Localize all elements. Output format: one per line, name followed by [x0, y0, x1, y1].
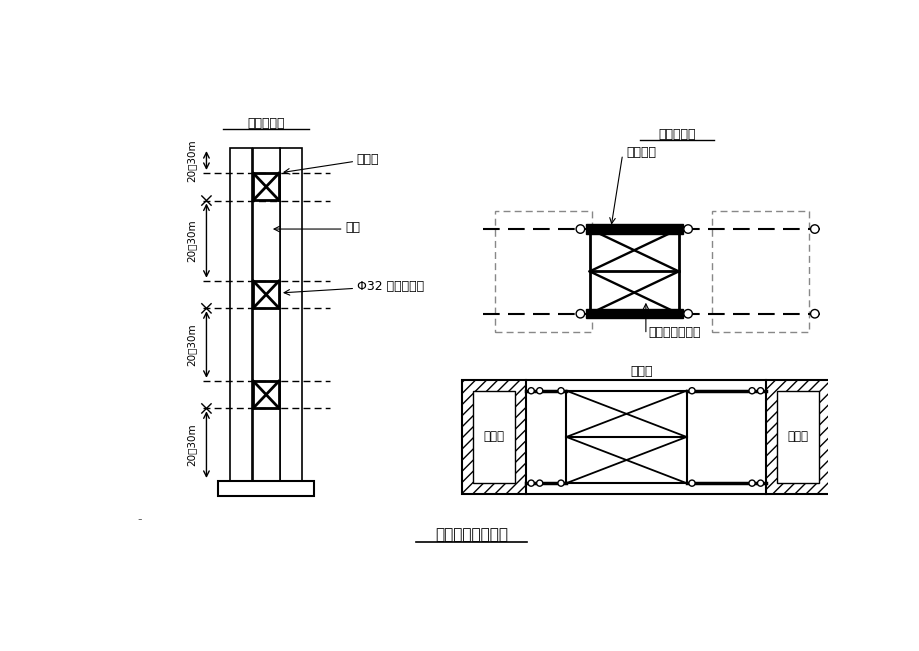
Bar [766, 380, 829, 494]
Text: 20～30m: 20～30m [186, 219, 196, 262]
Bar [472, 391, 515, 483]
Circle shape [810, 309, 818, 318]
Circle shape [575, 309, 584, 318]
Circle shape [683, 309, 692, 318]
Bar [218, 481, 313, 496]
Circle shape [528, 480, 534, 486]
Bar [231, 148, 252, 481]
Text: 俧视图: 俧视图 [630, 365, 652, 378]
Text: 空心墩: 空心墩 [787, 430, 808, 443]
Text: 20～30m: 20～30m [186, 423, 196, 466]
Circle shape [688, 480, 695, 486]
Circle shape [756, 480, 763, 486]
Bar [279, 148, 301, 481]
Text: 工字锄连接桁架: 工字锄连接桁架 [648, 327, 700, 339]
Circle shape [810, 225, 818, 233]
Bar [566, 391, 686, 483]
Bar [253, 148, 279, 481]
Bar [585, 309, 682, 318]
Bar [494, 210, 591, 332]
Circle shape [748, 387, 754, 394]
Circle shape [528, 387, 534, 394]
Text: 20～30m: 20～30m [186, 324, 196, 366]
Bar [461, 380, 525, 494]
Circle shape [756, 387, 763, 394]
Bar [776, 391, 818, 483]
Circle shape [536, 480, 542, 486]
Text: 预埋镰板: 预埋镰板 [626, 146, 656, 159]
Text: Φ32 精轧螺纹锄: Φ32 精轧螺纹锄 [357, 281, 424, 294]
Circle shape [683, 225, 692, 233]
Text: 镰垫板: 镰垫板 [357, 153, 379, 166]
Text: -: - [138, 513, 142, 526]
Circle shape [748, 480, 754, 486]
Text: 20～30m: 20～30m [186, 139, 196, 182]
Circle shape [557, 480, 563, 486]
Bar [253, 381, 278, 408]
Text: 空心墩: 空心墩 [483, 430, 504, 443]
Text: 墩身: 墩身 [345, 221, 359, 234]
Circle shape [557, 387, 563, 394]
Text: 总体布置图: 总体布置图 [247, 117, 285, 130]
Bar [589, 229, 678, 314]
Bar [253, 173, 278, 200]
Circle shape [575, 225, 584, 233]
Bar [585, 225, 682, 234]
Text: 详细立面图: 详细立面图 [657, 128, 695, 141]
Bar [253, 281, 278, 308]
Bar [711, 210, 808, 332]
Circle shape [536, 387, 542, 394]
Circle shape [688, 387, 695, 394]
Text: 墩身临时连接方案: 墩身临时连接方案 [435, 527, 507, 542]
